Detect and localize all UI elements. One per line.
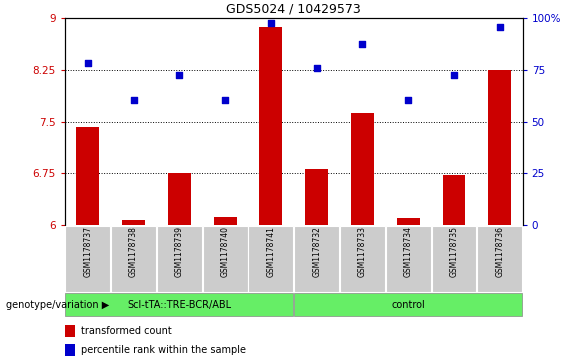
Bar xyxy=(168,174,191,225)
Text: GSM1178732: GSM1178732 xyxy=(312,227,321,277)
Text: percentile rank within the sample: percentile rank within the sample xyxy=(81,345,246,355)
Bar xyxy=(122,220,145,225)
Point xyxy=(450,73,459,78)
FancyBboxPatch shape xyxy=(111,226,156,291)
FancyBboxPatch shape xyxy=(340,226,385,291)
FancyBboxPatch shape xyxy=(294,226,339,291)
Point xyxy=(129,97,138,102)
FancyBboxPatch shape xyxy=(203,226,247,291)
Bar xyxy=(259,27,282,225)
Text: GSM1178734: GSM1178734 xyxy=(404,227,412,277)
Bar xyxy=(65,344,75,356)
Bar xyxy=(214,217,237,225)
Bar xyxy=(305,168,328,225)
Bar xyxy=(351,113,374,225)
Text: Scl-tTA::TRE-BCR/ABL: Scl-tTA::TRE-BCR/ABL xyxy=(127,299,232,310)
FancyBboxPatch shape xyxy=(432,226,476,291)
Text: GSM1178733: GSM1178733 xyxy=(358,227,367,277)
Point xyxy=(175,72,184,78)
Text: transformed count: transformed count xyxy=(81,326,172,337)
Text: GSM1178740: GSM1178740 xyxy=(221,227,229,277)
Text: GSM1178738: GSM1178738 xyxy=(129,227,138,277)
Point xyxy=(403,97,412,102)
FancyBboxPatch shape xyxy=(157,226,202,291)
FancyBboxPatch shape xyxy=(477,226,522,291)
Point xyxy=(221,97,230,102)
Bar xyxy=(65,325,75,338)
Bar xyxy=(76,127,99,225)
FancyBboxPatch shape xyxy=(386,226,431,291)
Bar xyxy=(397,218,420,225)
Text: GSM1178736: GSM1178736 xyxy=(496,227,504,277)
FancyBboxPatch shape xyxy=(66,226,110,291)
Text: genotype/variation ▶: genotype/variation ▶ xyxy=(6,299,109,310)
Text: GSM1178739: GSM1178739 xyxy=(175,227,184,277)
Point xyxy=(312,66,321,72)
FancyBboxPatch shape xyxy=(249,226,293,291)
Point xyxy=(358,41,367,46)
Title: GDS5024 / 10429573: GDS5024 / 10429573 xyxy=(227,3,361,16)
Point xyxy=(84,60,93,66)
Text: GSM1178735: GSM1178735 xyxy=(450,227,458,277)
Point xyxy=(267,20,276,26)
FancyBboxPatch shape xyxy=(294,293,522,316)
Bar xyxy=(442,175,466,225)
Point xyxy=(495,24,504,30)
Text: GSM1178741: GSM1178741 xyxy=(267,227,275,277)
Text: GSM1178737: GSM1178737 xyxy=(84,227,92,277)
FancyBboxPatch shape xyxy=(66,293,293,316)
Text: control: control xyxy=(392,299,425,310)
Bar xyxy=(488,70,511,225)
